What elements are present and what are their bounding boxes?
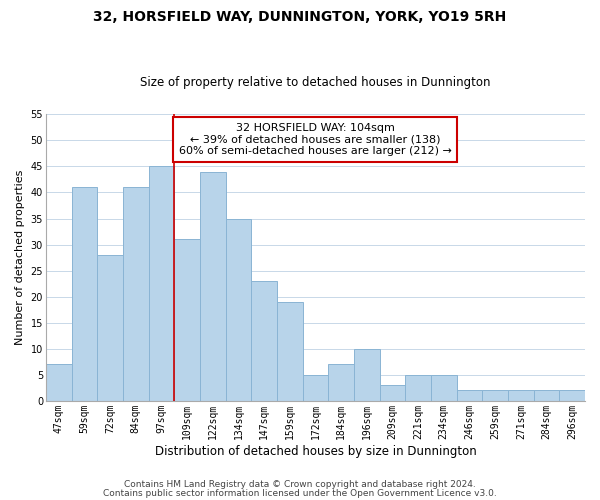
Bar [46,364,71,401]
Bar [508,390,533,401]
Bar [380,386,405,401]
Bar [277,302,302,401]
Bar [482,390,508,401]
Bar [354,349,380,401]
Text: 32, HORSFIELD WAY, DUNNINGTON, YORK, YO19 5RH: 32, HORSFIELD WAY, DUNNINGTON, YORK, YO1… [94,10,506,24]
Bar [328,364,354,401]
Bar [200,172,226,401]
Bar [405,375,431,401]
Text: Contains HM Land Registry data © Crown copyright and database right 2024.: Contains HM Land Registry data © Crown c… [124,480,476,489]
Bar [559,390,585,401]
Bar [457,390,482,401]
Text: 32 HORSFIELD WAY: 104sqm
← 39% of detached houses are smaller (138)
60% of semi-: 32 HORSFIELD WAY: 104sqm ← 39% of detach… [179,123,452,156]
Bar [174,240,200,401]
Bar [149,166,174,401]
Bar [302,375,328,401]
Y-axis label: Number of detached properties: Number of detached properties [15,170,25,346]
Bar [431,375,457,401]
X-axis label: Distribution of detached houses by size in Dunnington: Distribution of detached houses by size … [155,444,476,458]
Bar [71,187,97,401]
Text: Contains public sector information licensed under the Open Government Licence v3: Contains public sector information licen… [103,489,497,498]
Bar [533,390,559,401]
Bar [226,218,251,401]
Bar [251,281,277,401]
Bar [123,187,149,401]
Bar [97,255,123,401]
Title: Size of property relative to detached houses in Dunnington: Size of property relative to detached ho… [140,76,491,90]
